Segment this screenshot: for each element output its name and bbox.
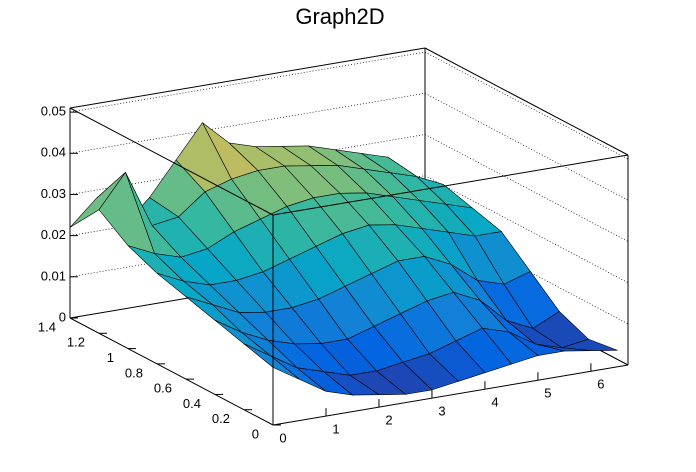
x-tick-label: 1	[332, 421, 339, 436]
frame-edge	[69, 107, 274, 216]
x-tick-label: 3	[438, 404, 445, 419]
x-tick-label: 2	[385, 413, 392, 428]
y-tick-label: 1.4	[38, 319, 56, 334]
frame-edge	[69, 47, 426, 109]
frame-edge	[272, 154, 629, 216]
grid-line	[69, 92, 426, 154]
surface-cell	[243, 343, 300, 380]
grid-line	[424, 134, 629, 242]
z-tick-label: 0.01	[41, 268, 66, 283]
surface	[69, 122, 618, 396]
grid-line	[424, 92, 629, 201]
x-tick-label: 6	[597, 377, 604, 392]
z-tick-label: 0.04	[41, 145, 66, 160]
grid-line	[424, 175, 629, 283]
axis-box-front: 0 1 2 3 4 5 6 0 0.2 0.4 0.6 0.8 1 1.2 1.4	[38, 107, 629, 445]
z-tick-label: 0.05	[41, 104, 66, 119]
x-tick-label: 0	[279, 430, 286, 445]
frame-edge	[272, 364, 629, 426]
y-tick-label: 1	[107, 350, 114, 365]
z-tick-label: 0	[59, 309, 66, 324]
y-tick-label: 1.2	[67, 335, 85, 350]
grid-line	[424, 51, 629, 160]
y-tick-label: 0.8	[125, 365, 143, 380]
x-tick-label: 4	[491, 395, 498, 410]
y-tick-label: 0.2	[212, 411, 230, 426]
y-tick-label: 0.6	[154, 381, 172, 396]
y-tick-label: 0.4	[183, 396, 201, 411]
frame-edge	[69, 317, 274, 426]
chart-title: Graph2D	[295, 4, 384, 29]
grid-line	[69, 51, 426, 113]
x-tick-label: 5	[544, 386, 551, 401]
y-tick-label: 0	[252, 426, 259, 441]
frame-edge	[424, 47, 629, 156]
z-tick-label: 0.02	[41, 227, 66, 242]
z-tick-label: 0.03	[41, 186, 66, 201]
